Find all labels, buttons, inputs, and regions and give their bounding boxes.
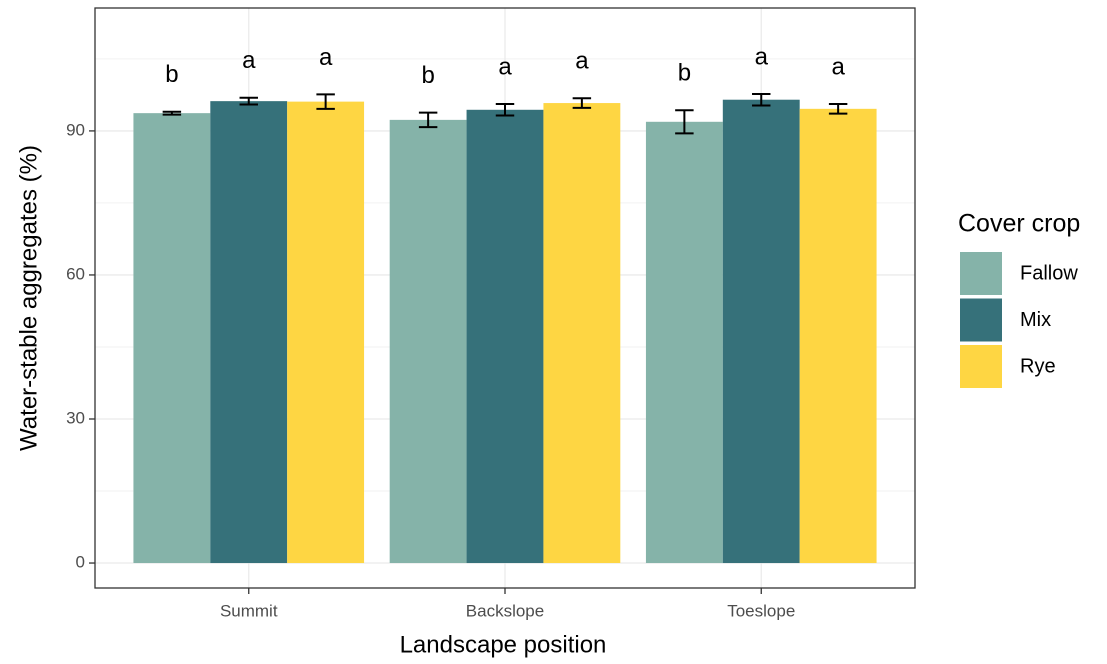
y-tick-label: 0 (76, 553, 85, 572)
significance-letter: a (498, 53, 512, 80)
legend-key (960, 345, 1002, 388)
error-bar (239, 96, 258, 106)
x-axis-label: Landscape position (400, 631, 607, 658)
x-tick-label: Summit (220, 601, 278, 620)
significance-letter: a (831, 53, 845, 80)
y-axis-label: Water-stable aggregates (%) (15, 145, 42, 451)
significance-letter: a (575, 48, 589, 75)
marks: ba ab a a ba a (133, 43, 877, 564)
significance-letter: a (242, 47, 256, 74)
error-bar (418, 111, 438, 129)
error-bar (828, 103, 848, 115)
error-bar (675, 109, 694, 135)
significance-letter: a (755, 43, 769, 70)
legend-key (960, 252, 1002, 295)
bar (287, 101, 365, 564)
x-tick-label: Backslope (466, 601, 544, 620)
error-bar (495, 103, 515, 117)
legend-label: Rye (1020, 355, 1056, 377)
significance-letter: b (165, 61, 178, 88)
legend-key (960, 298, 1002, 342)
significance-letter: b (421, 62, 434, 89)
bar (799, 108, 877, 564)
y-tick-label: 60 (66, 264, 85, 283)
bar (722, 99, 800, 564)
bar (466, 109, 544, 564)
legend-label: Mix (1020, 309, 1051, 331)
legend-title: Cover crop (958, 210, 1080, 238)
error-bar (572, 97, 592, 109)
y-tick-label: 30 (66, 408, 85, 427)
bar (210, 101, 288, 564)
legend-label: Fallow (1020, 262, 1078, 284)
bar (645, 121, 723, 564)
bar (543, 103, 621, 564)
bar (133, 113, 211, 564)
significance-letter: b (678, 60, 691, 87)
bar (389, 119, 467, 564)
x-tick-label: Toeslope (727, 601, 795, 620)
y-tick-label: 90 (66, 120, 85, 139)
legend: Fallow Mix Rye (960, 252, 1078, 388)
error-bar (162, 110, 182, 116)
error-bar (752, 92, 771, 107)
error-bar (316, 93, 335, 110)
significance-letter: a (319, 44, 333, 71)
